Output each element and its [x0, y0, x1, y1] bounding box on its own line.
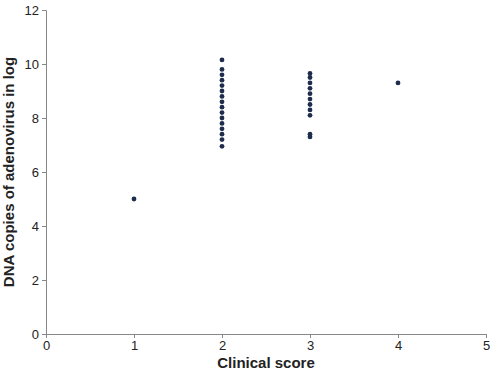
- tick-mark: [42, 64, 46, 65]
- point: [220, 144, 225, 149]
- tick: 0: [43, 334, 50, 353]
- point: [220, 121, 225, 126]
- tick-mark: [42, 172, 46, 173]
- tick: 8: [32, 111, 46, 126]
- tick: 3: [307, 334, 314, 353]
- point: [308, 81, 313, 86]
- point: [308, 71, 313, 76]
- tick-label: 1: [131, 338, 138, 353]
- tick: 10: [25, 57, 46, 72]
- point: [220, 94, 225, 99]
- point: [220, 110, 225, 115]
- tick-label: 12: [25, 3, 39, 18]
- point: [220, 89, 225, 94]
- chart: 012345024681012Clinical scoreDNA copies …: [0, 0, 500, 372]
- tick-label: 4: [395, 338, 402, 353]
- axis-line: [47, 335, 487, 339]
- point: [220, 105, 225, 110]
- tick-mark: [42, 334, 46, 335]
- tick-mark: [42, 118, 46, 119]
- point: [132, 197, 137, 202]
- tick-label: 10: [25, 57, 39, 72]
- points: [132, 58, 401, 202]
- tick-mark: [42, 10, 46, 11]
- point: [220, 58, 225, 63]
- point: [308, 108, 313, 113]
- point: [220, 78, 225, 83]
- tick: 4: [395, 334, 402, 353]
- point: [220, 137, 225, 142]
- point: [308, 132, 313, 137]
- tick: 12: [25, 3, 46, 18]
- tick: 0: [32, 327, 46, 342]
- tick-label: 2: [219, 338, 226, 353]
- point: [308, 86, 313, 91]
- point: [220, 72, 225, 77]
- tick-mark: [42, 226, 46, 227]
- x-axis: 0 1 2 3 4 5: [43, 334, 490, 353]
- tick-label: 0: [43, 338, 50, 353]
- point: [220, 67, 225, 72]
- y-axis: 0 2 4 6 8 10 12: [25, 3, 47, 342]
- tick: 5: [483, 334, 490, 353]
- tick-label: 6: [32, 165, 39, 180]
- point: [308, 91, 313, 96]
- tick: 1: [131, 334, 138, 353]
- point: [308, 102, 313, 107]
- tick-label: 2: [32, 273, 39, 288]
- tick: 6: [32, 165, 46, 180]
- point: [220, 83, 225, 88]
- tick-label: 4: [32, 219, 39, 234]
- tick: 2: [32, 273, 46, 288]
- tick-label: 8: [32, 111, 39, 126]
- plot: 012345024681012: [25, 3, 491, 354]
- point: [220, 126, 225, 131]
- point: [396, 81, 401, 86]
- tick-mark: [42, 280, 46, 281]
- tick: 4: [32, 219, 46, 234]
- x-axis-title: Clinical score: [217, 354, 315, 371]
- point: [308, 113, 313, 118]
- tick-label: 0: [32, 327, 39, 342]
- tick-label: 3: [307, 338, 314, 353]
- axis-line: [42, 11, 47, 335]
- tick: 2: [219, 334, 226, 353]
- tick-label: 5: [483, 338, 490, 353]
- point: [220, 116, 225, 121]
- y-axis-title: DNA copies of adenovirus in log: [0, 57, 17, 287]
- point: [220, 99, 225, 104]
- point: [220, 132, 225, 137]
- point: [308, 97, 313, 102]
